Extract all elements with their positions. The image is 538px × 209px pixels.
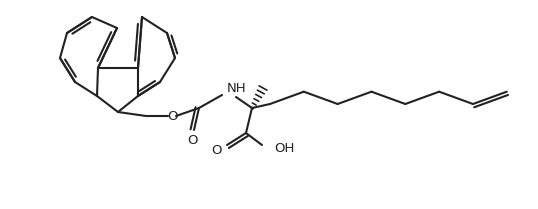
Text: O: O [188,134,198,147]
Text: O: O [212,144,222,157]
Text: O: O [167,110,177,122]
Text: OH: OH [274,143,294,155]
Text: NH: NH [227,83,246,96]
